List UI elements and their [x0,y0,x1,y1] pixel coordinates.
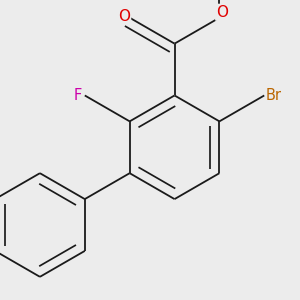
Text: O: O [216,5,228,20]
Text: Br: Br [266,88,282,103]
Text: F: F [74,88,82,103]
Text: O: O [118,9,130,24]
